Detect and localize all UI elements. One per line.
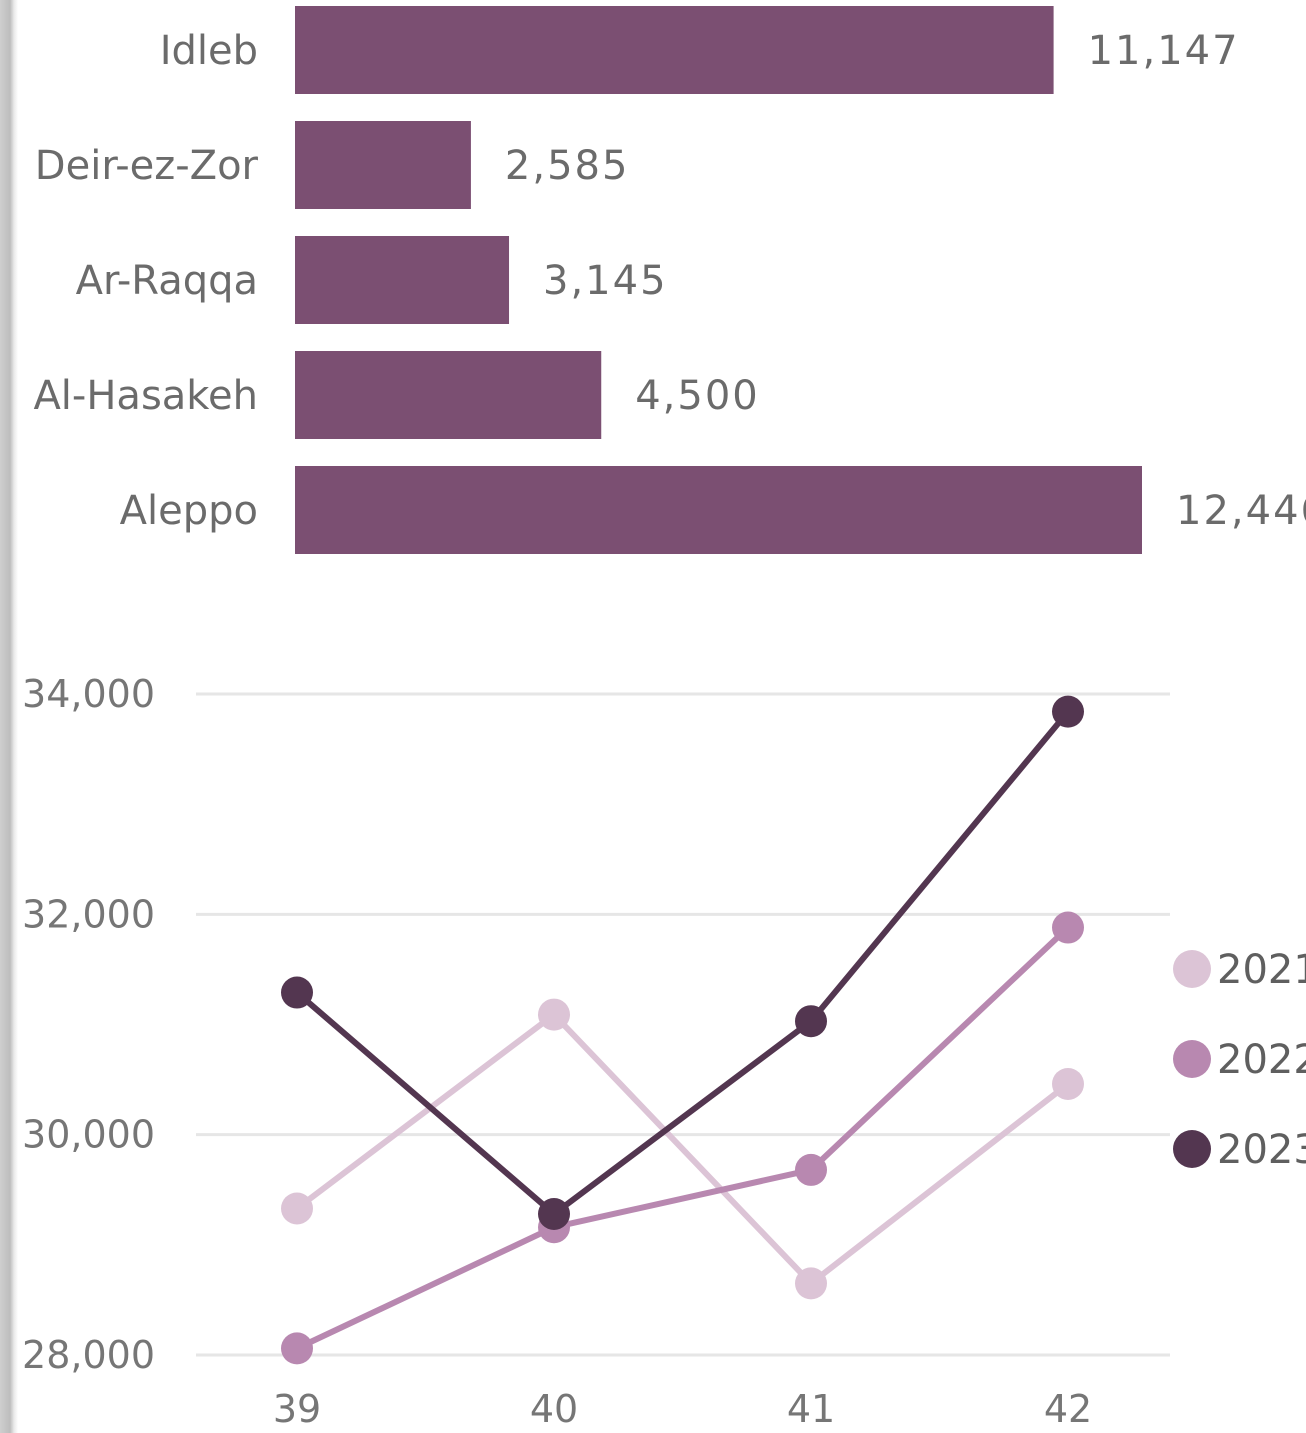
x-axis: 39 40 41 42 <box>273 1387 1092 1431</box>
category-label: Al-Hasakeh <box>33 373 258 419</box>
x-tick-label: 42 <box>1044 1387 1092 1431</box>
data-label: 4,500 <box>635 373 760 419</box>
series-2023 <box>281 695 1084 1230</box>
data-point-2021 <box>1052 1067 1084 1100</box>
legend-marker-2023 <box>1173 1130 1211 1168</box>
data-point-2022 <box>795 1153 827 1186</box>
x-tick-label: 41 <box>787 1387 835 1431</box>
line-chart: 28,000 30,000 32,000 34,000 39 40 41 42 2021 2022… <box>22 672 1306 1431</box>
data-point-2022 <box>1052 911 1084 944</box>
series-line-2021 <box>294 1011 1071 1287</box>
legend-marker-2022 <box>1173 1040 1211 1078</box>
data-point-2021 <box>281 1192 313 1225</box>
data-point-2023 <box>795 1005 827 1038</box>
data-point-2022 <box>281 1332 313 1365</box>
x-tick-label: 40 <box>530 1387 578 1431</box>
series-line-2022 <box>294 924 1071 1352</box>
data-label: 3,145 <box>543 258 668 304</box>
category-label: Idleb <box>160 28 258 74</box>
bar-aleppo <box>295 466 1142 554</box>
y-grid: 28,000 30,000 32,000 34,000 <box>22 672 1170 1377</box>
data-label: 11,147 <box>1088 28 1240 74</box>
window-edge <box>0 0 18 1433</box>
data-point-2023 <box>1052 695 1084 728</box>
y-tick-label: 30,000 <box>22 1113 155 1157</box>
category-label: Deir-ez-Zor <box>35 143 259 189</box>
y-tick-label: 28,000 <box>22 1333 155 1377</box>
series-2021 <box>281 998 1084 1300</box>
bar-idleb <box>295 6 1054 94</box>
data-point-2023 <box>281 976 313 1009</box>
bar-group: Idleb 11,147 Deir-ez-Zor 2,585 Ar-Raqqa 3,145… <box>33 6 1306 554</box>
series-2022 <box>281 911 1084 1365</box>
category-label: Aleppo <box>120 488 258 534</box>
legend-marker-2021 <box>1173 950 1211 988</box>
data-point-2023 <box>538 1197 570 1230</box>
y-tick-label: 32,000 <box>22 892 155 936</box>
series-line-2023 <box>294 708 1071 1217</box>
category-label: Ar-Raqqa <box>76 258 258 304</box>
bar-deir-ez-zor <box>295 121 471 209</box>
bar-al-hasakeh <box>295 351 602 439</box>
bar-chart: Idleb 11,147 Deir-ez-Zor 2,585 Ar-Raqqa 3,145… <box>33 6 1306 554</box>
data-label: 12,446 <box>1176 488 1306 534</box>
data-point-2021 <box>538 998 570 1031</box>
x-tick-label: 39 <box>273 1387 321 1431</box>
y-tick-label: 34,000 <box>22 672 155 716</box>
legend-label: 2023 <box>1217 1127 1306 1173</box>
bar-ar-raqqa <box>295 236 510 324</box>
legend-label: 2021 <box>1217 947 1306 993</box>
data-label: 2,585 <box>505 143 630 189</box>
data-point-2021 <box>795 1267 827 1300</box>
